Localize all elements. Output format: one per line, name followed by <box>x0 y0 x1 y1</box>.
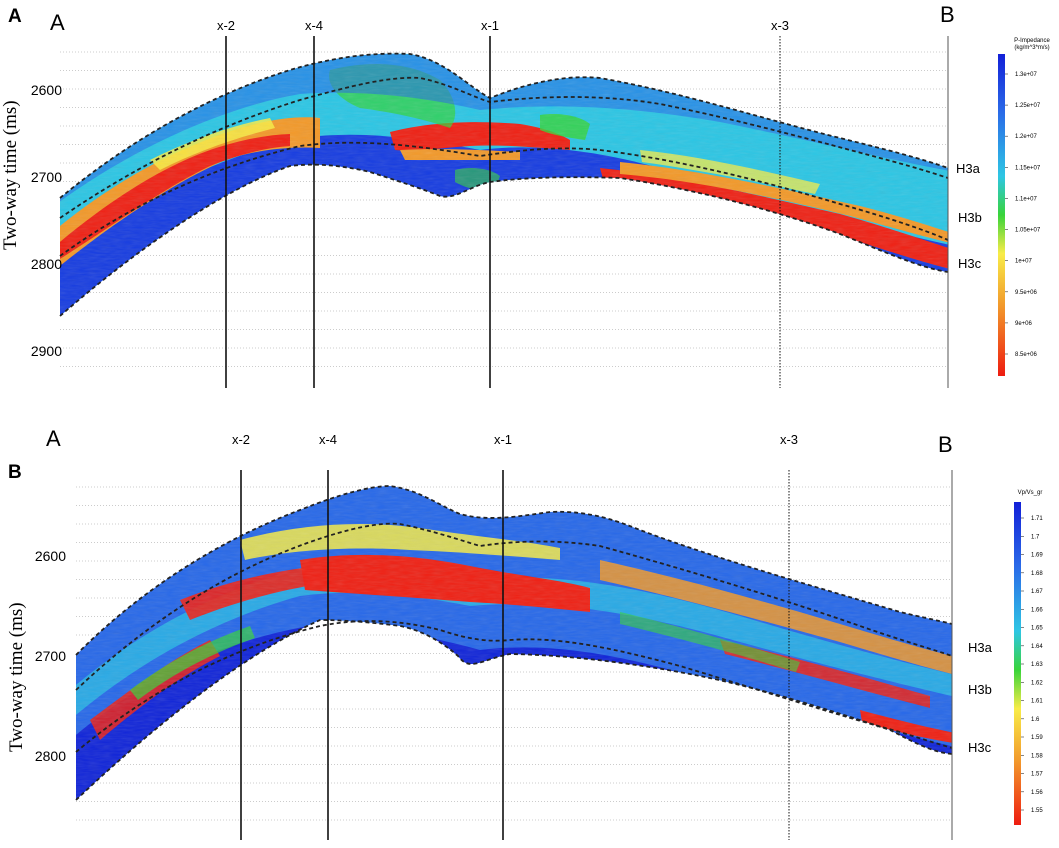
y-tick-label: 2700 <box>31 169 62 185</box>
y-tick-label: 2600 <box>35 548 66 564</box>
section-end-right: B <box>940 2 955 27</box>
horizon-label-h3c: H3c <box>958 256 982 271</box>
horizon-label-h3c: H3c <box>968 740 992 755</box>
colorbar-tick-label: 1.6 <box>1031 717 1040 723</box>
horizon-label-h3b: H3b <box>958 210 982 225</box>
impedance-section <box>60 53 948 316</box>
colorbar-tick-label: 8.5e+06 <box>1015 352 1038 358</box>
colorbar-tick-label: 1.25e+07 <box>1015 103 1041 109</box>
horizon-label-h3b: H3b <box>968 682 992 697</box>
colorbar-unit: (kg/m^3*m/s) <box>1014 45 1049 51</box>
colorbar-tick-label: 1.69 <box>1031 553 1043 559</box>
y-axis-label: Two-way time (ms) <box>0 100 21 250</box>
colorbar-tick-label: 1.63 <box>1031 662 1043 668</box>
colorbar-ramp <box>1014 502 1021 825</box>
horizon-h3b <box>75 620 953 753</box>
colorbar-tick-label: 1.65 <box>1031 626 1043 632</box>
section-end-left: A <box>46 426 61 451</box>
colorbar-tick-label: 1.68 <box>1031 571 1043 577</box>
section-end-left: A <box>50 10 65 35</box>
colorbar-ticks: 1.71 1.7 1.69 1.68 1.67 1.66 1.65 1.64 1.63 1.62 1… <box>1021 516 1043 814</box>
colorbar-tick-label: 1.1e+07 <box>1015 196 1038 202</box>
colorbar-tick-label: 1.61 <box>1031 699 1043 705</box>
colorbar-ticks: 1.3e+07 1.25e+07 1.2e+07 1.15e+07 1.1e+07 1.0… <box>1005 72 1041 358</box>
colorbar-tick-label: 9.5e+06 <box>1015 290 1038 296</box>
colorbar: Vp/Vs_gr 1.71 1.7 1.69 1.68 1.67 1.66 1.65 1.64… <box>1014 490 1043 825</box>
colorbar-title: Vp/Vs_gr <box>1018 490 1043 496</box>
panel-a: A A B <box>0 2 1051 388</box>
panel-letter: A <box>8 6 22 27</box>
colorbar-tick-label: 1.3e+07 <box>1015 72 1038 78</box>
section-end-right: B <box>938 432 953 457</box>
y-tick-label: 2900 <box>31 343 62 359</box>
y-tick-label: 2800 <box>31 256 62 272</box>
colorbar-tick-label: 1.55 <box>1031 808 1043 814</box>
colorbar-title: P-Impedance <box>1014 38 1050 44</box>
well-label-x-3: x-3 <box>780 432 798 447</box>
y-tick-label: 2700 <box>35 648 66 664</box>
well-label-x-1: x-1 <box>494 432 512 447</box>
colorbar-tick-label: 1.64 <box>1031 644 1043 650</box>
well-lines: x-2 x-4 x-1 x-3 <box>232 432 953 840</box>
colorbar-tick-label: 1e+07 <box>1015 259 1033 265</box>
horizon-label-h3a: H3a <box>968 640 993 655</box>
well-label-x-3: x-3 <box>771 18 789 33</box>
horizon-h3a <box>75 522 953 691</box>
colorbar-tick-label: 1.56 <box>1031 790 1043 796</box>
panel-letter: B <box>8 462 22 483</box>
well-lines: x-2 x-4 x-1 x-3 <box>217 18 949 388</box>
colorbar-tick-label: 1.66 <box>1031 607 1043 613</box>
y-axis: 2600 2700 2800 2900 <box>31 82 62 359</box>
vpvs-section <box>76 486 952 800</box>
colorbar-tick-label: 9e+06 <box>1015 321 1033 327</box>
well-label-x-4: x-4 <box>305 18 323 33</box>
well-label-x-4: x-4 <box>319 432 337 447</box>
y-tick-label: 2600 <box>31 82 62 98</box>
horizon-lines <box>75 485 953 801</box>
colorbar-tick-label: 1.62 <box>1031 680 1043 686</box>
colorbar-tick-label: 1.7 <box>1031 534 1040 540</box>
colorbar-tick-label: 1.58 <box>1031 753 1043 759</box>
colorbar: P-Impedance (kg/m^3*m/s) 1.3e+07 1.25e+07… <box>998 38 1051 376</box>
colorbar-tick-label: 1.71 <box>1031 516 1043 522</box>
panel-b: B A B <box>6 426 1043 840</box>
colorbar-tick-label: 1.57 <box>1031 772 1043 778</box>
y-tick-label: 2800 <box>35 748 66 764</box>
bottom-boundary <box>75 619 953 801</box>
colorbar-tick-label: 1.05e+07 <box>1015 228 1041 234</box>
colorbar-tick-label: 1.59 <box>1031 735 1043 741</box>
well-label-x-2: x-2 <box>217 18 235 33</box>
colorbar-tick-label: 1.67 <box>1031 589 1043 595</box>
top-boundary <box>75 485 953 656</box>
horizon-label-h3a: H3a <box>956 161 981 176</box>
colorbar-tick-label: 1.15e+07 <box>1015 165 1041 171</box>
colorbar-ramp <box>998 54 1005 376</box>
y-axis-label: Two-way time (ms) <box>6 602 27 752</box>
bottom-boundary <box>59 163 949 317</box>
horizon-h3b <box>59 141 949 257</box>
colorbar-tick-label: 1.2e+07 <box>1015 134 1038 140</box>
well-label-x-1: x-1 <box>481 18 499 33</box>
well-label-x-2: x-2 <box>232 432 250 447</box>
